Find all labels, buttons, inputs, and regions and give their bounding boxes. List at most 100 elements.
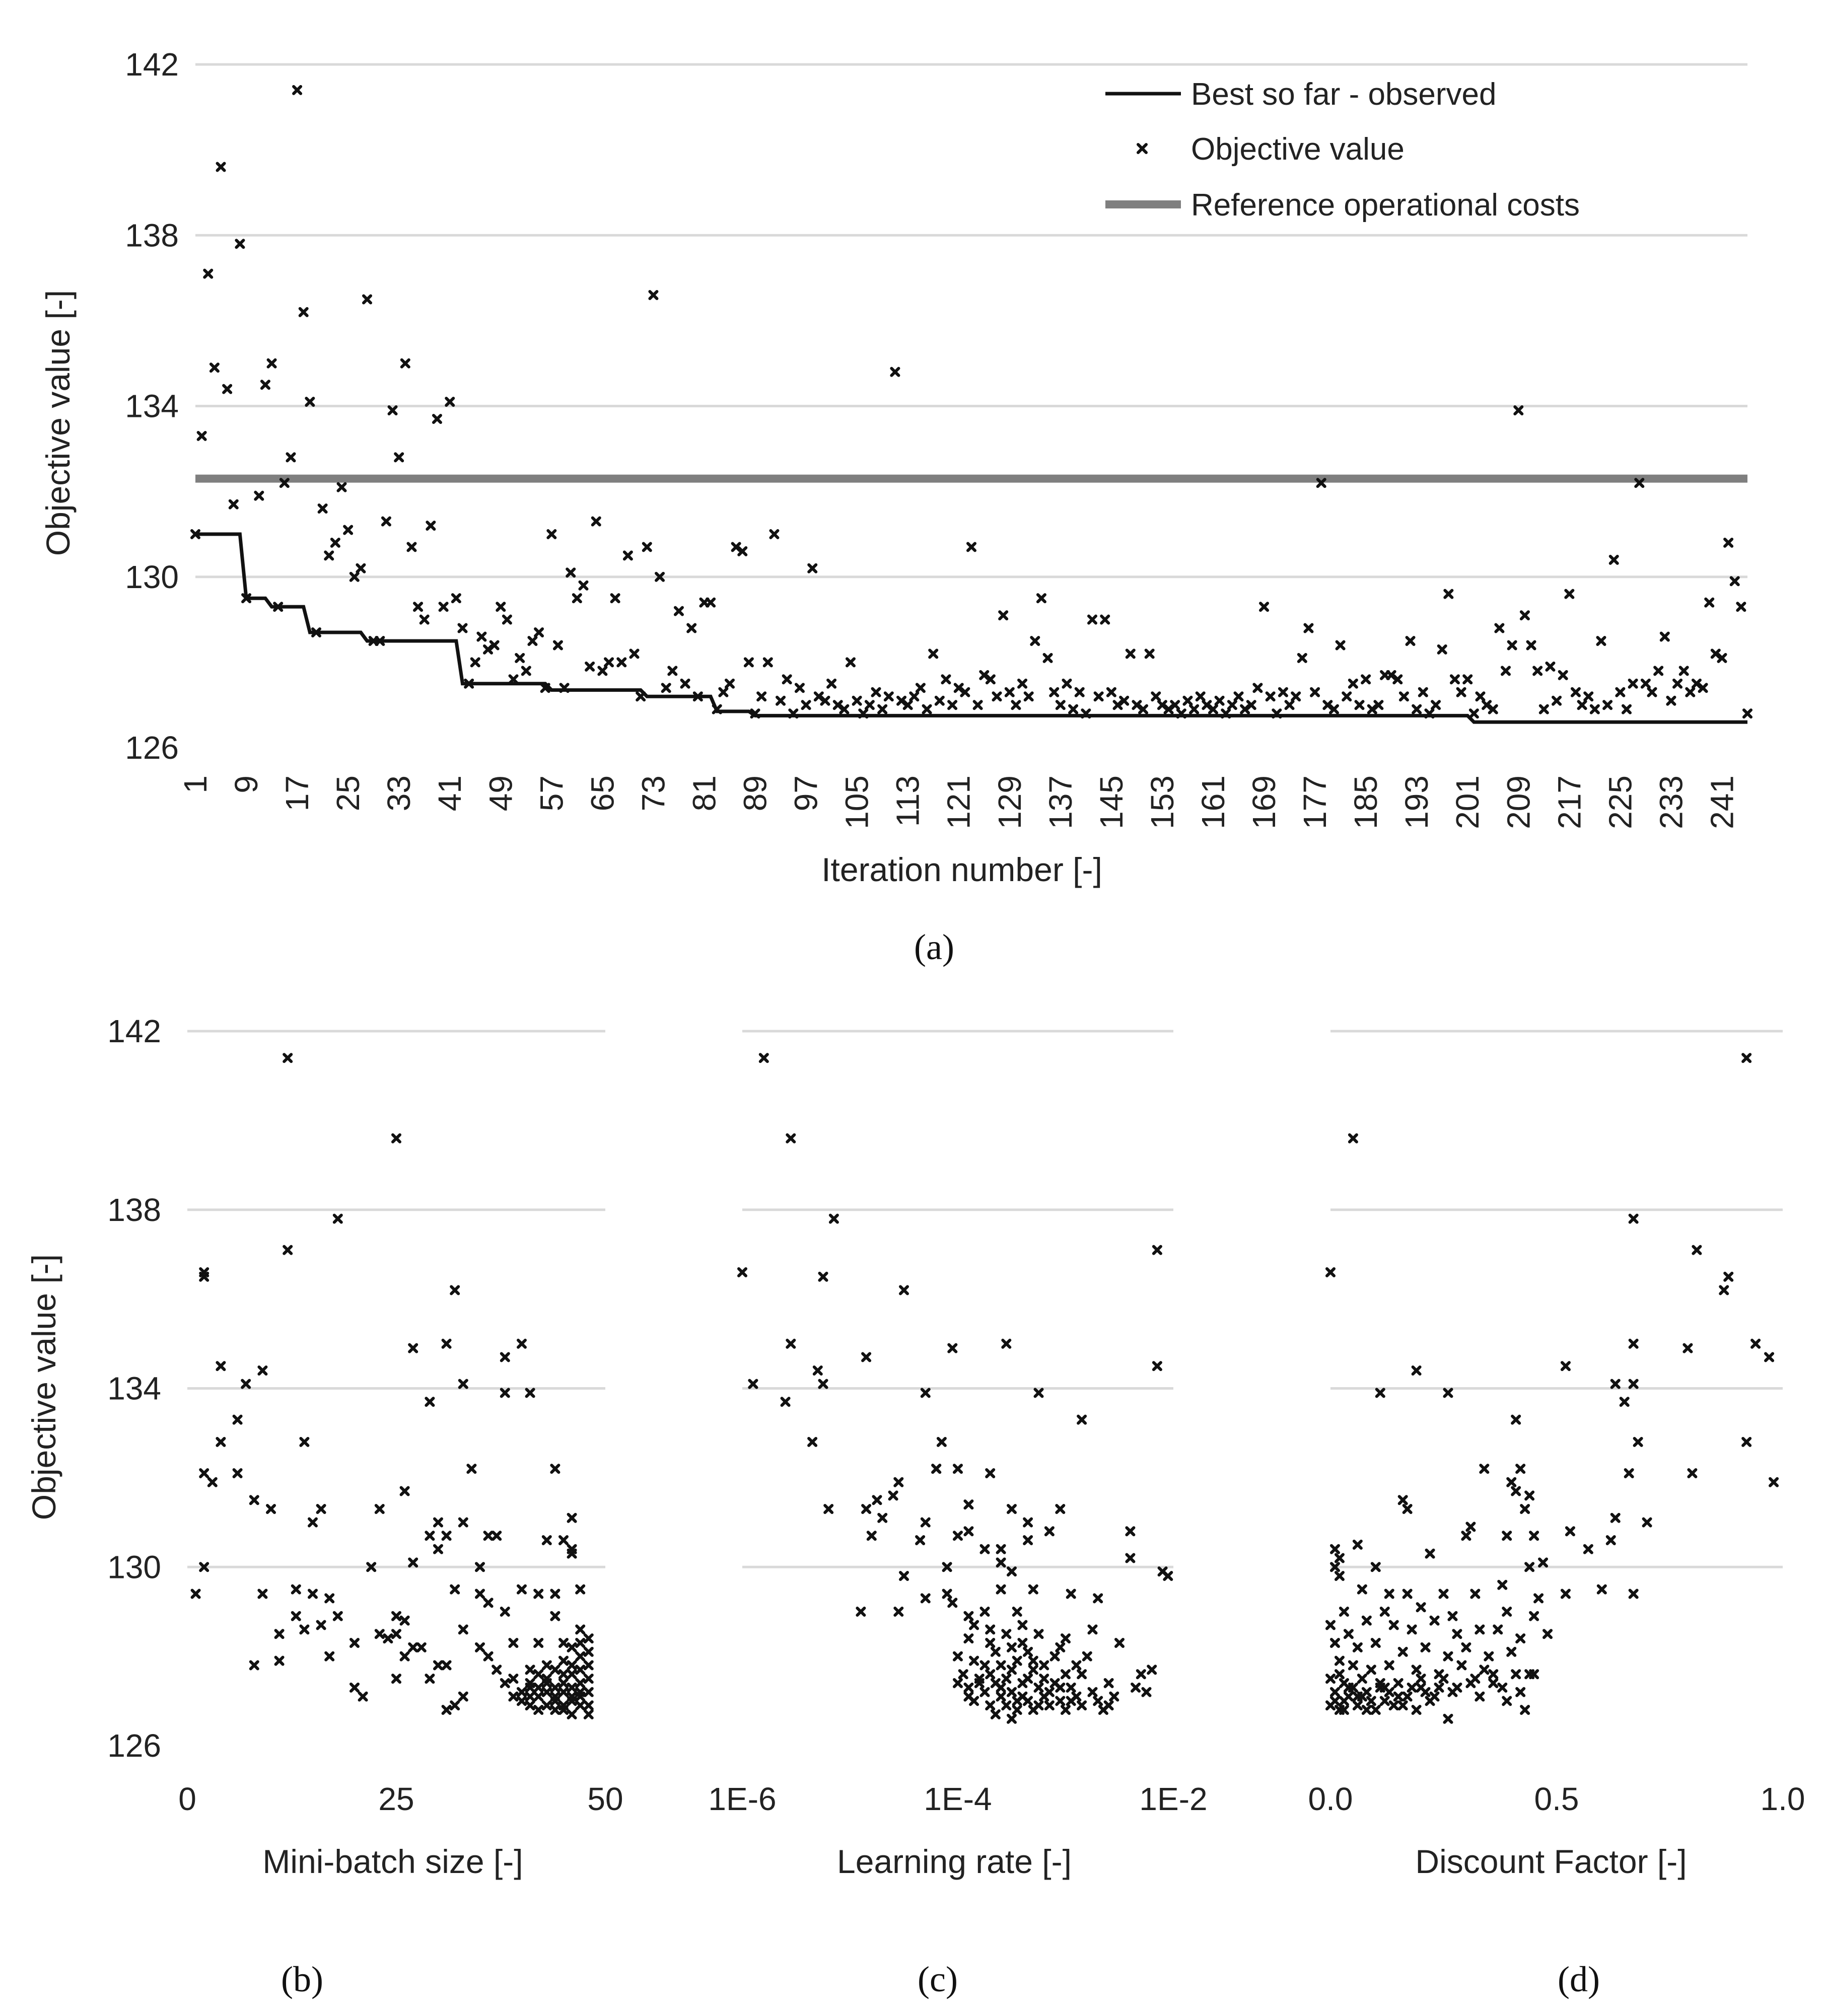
panel-c-point xyxy=(1152,1245,1162,1255)
panel-b-point xyxy=(492,1531,502,1541)
panel-c-point xyxy=(828,1213,839,1224)
panel-c-point xyxy=(1007,1687,1017,1697)
panel-d-point xyxy=(1511,1486,1521,1496)
panel-d-point xyxy=(1334,1553,1345,1563)
panel-b-point xyxy=(425,1531,435,1541)
panel-d-point xyxy=(1438,1589,1449,1599)
objective-value-point xyxy=(1418,687,1428,697)
panel-c-x-tick-label: 1E-6 xyxy=(708,1781,776,1817)
objective-value-point xyxy=(776,695,786,706)
panel-c-point xyxy=(1017,1638,1028,1648)
panel-d-point xyxy=(1456,1660,1467,1671)
panel-b-point xyxy=(349,1682,360,1693)
objective-value-point xyxy=(616,657,627,668)
objective-value-point xyxy=(413,602,424,612)
objective-value-point xyxy=(406,542,417,552)
panel-d-point xyxy=(1488,1669,1499,1680)
panel-a-x-tick-label: 97 xyxy=(788,775,824,811)
objective-value-point xyxy=(1342,691,1352,702)
panel-c-x-tick-label: 1E-4 xyxy=(924,1781,992,1817)
panel-c-point xyxy=(1028,1665,1038,1675)
panel-b-point xyxy=(567,1642,577,1652)
objective-value-point xyxy=(604,657,614,668)
objective-value-point xyxy=(972,700,983,710)
objective-value-point xyxy=(1119,695,1130,706)
panel-b-point xyxy=(291,1611,301,1621)
panel-b-point xyxy=(441,1705,452,1715)
objective-value-point xyxy=(1468,708,1479,719)
panel-b-point xyxy=(550,1464,560,1474)
panel-c-point xyxy=(1082,1651,1092,1662)
panel-c-point xyxy=(1061,1705,1071,1715)
objective-value-point xyxy=(1233,691,1244,702)
panel-d-point xyxy=(1370,1562,1381,1572)
panel-b-point xyxy=(492,1665,502,1675)
panel-c-point xyxy=(1023,1517,1033,1528)
panel-d-point xyxy=(1397,1700,1408,1711)
panel-c-x-axis-title: Learning rate [-] xyxy=(837,1843,1072,1880)
panel-b-point xyxy=(308,1589,318,1599)
panel-d-point xyxy=(1352,1700,1363,1711)
panel-d-point xyxy=(1502,1696,1512,1706)
objective-value-point xyxy=(737,546,748,556)
panel-a-x-tick-label: 113 xyxy=(890,775,926,827)
objective-value-point xyxy=(1475,691,1486,702)
objective-value-point xyxy=(1564,589,1575,599)
panel-c-point xyxy=(1023,1535,1033,1546)
objective-value-point xyxy=(692,691,703,702)
panel-d-point xyxy=(1325,1267,1336,1277)
panel-d-x-axis-title: Discount Factor [-] xyxy=(1415,1843,1687,1880)
objective-value-point xyxy=(1640,678,1651,689)
objective-value-point xyxy=(636,691,646,702)
objective-value-point xyxy=(1208,704,1218,714)
panel-c-point xyxy=(942,1562,952,1572)
objective-value-point xyxy=(610,593,620,604)
objective-value-point xyxy=(1678,666,1689,676)
objective-value-point xyxy=(228,499,239,510)
objective-value-point xyxy=(998,610,1009,621)
objective-value-point xyxy=(1310,687,1320,697)
panel-b-point xyxy=(517,1687,527,1697)
objective-value-point xyxy=(864,700,875,710)
panel-b-point xyxy=(324,1593,335,1604)
panel-c-chart: 1E-6 1E-4 1E-2 Learning rate [-] (c) xyxy=(708,1030,1208,1999)
objective-value-point xyxy=(585,661,595,672)
panel-c-point xyxy=(920,1517,931,1528)
panel-d-point xyxy=(1628,1379,1639,1389)
objective-value-point xyxy=(877,704,888,714)
best-so-far-line xyxy=(195,532,1747,724)
panel-a-x-tick-label: 145 xyxy=(1093,775,1130,829)
panel-d-point xyxy=(1329,1544,1340,1554)
panel-b-point xyxy=(374,1503,385,1514)
panel-a-x-tick-label: 57 xyxy=(533,775,570,811)
objective-value-point xyxy=(750,708,760,719)
panel-c-point xyxy=(1071,1660,1082,1671)
objective-value-point xyxy=(1488,704,1498,714)
objective-value-point xyxy=(706,597,716,608)
panel-a-y-axis-title: Objective value [-] xyxy=(39,290,77,556)
panel-b-point xyxy=(249,1495,259,1505)
objective-value-point xyxy=(960,687,970,697)
panel-d-point xyxy=(1520,1705,1530,1715)
panel-c-point xyxy=(1039,1673,1049,1684)
objective-value-point xyxy=(1272,708,1282,719)
panel-c-point xyxy=(942,1589,952,1599)
objective-value-point xyxy=(1672,678,1683,689)
legend: Best so far - observed Objective value R… xyxy=(1105,77,1580,223)
objective-value-point xyxy=(1087,614,1097,625)
panel-d-point xyxy=(1497,1579,1508,1590)
panel-c-point xyxy=(1001,1673,1012,1684)
objective-value-point xyxy=(667,666,678,676)
panel-c-point xyxy=(807,1436,818,1447)
panel-d-point xyxy=(1565,1526,1575,1537)
panel-c-point xyxy=(1049,1651,1060,1662)
panel-c-point xyxy=(1093,1593,1103,1604)
objective-value-point xyxy=(1189,704,1200,714)
objective-value-point xyxy=(801,700,811,710)
panel-b-point xyxy=(450,1700,460,1711)
panel-c-point xyxy=(920,1388,931,1398)
panel-d-point xyxy=(1493,1624,1503,1635)
objective-value-point xyxy=(1545,661,1556,672)
panel-b-point xyxy=(433,1517,443,1528)
panel-b-point xyxy=(558,1687,569,1697)
